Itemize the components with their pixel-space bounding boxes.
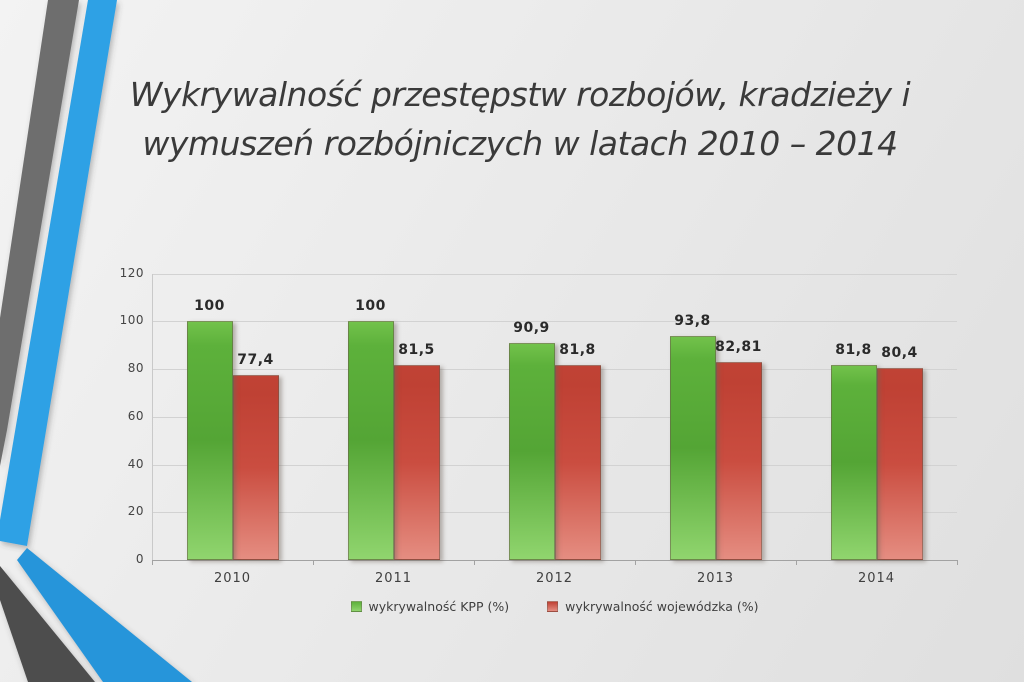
bar-value-label: 100 (194, 298, 225, 315)
bar-value-label: 82,81 (715, 339, 762, 356)
slide-title: Wykrywalność przestępstw rozbojów, kradz… (80, 70, 960, 168)
x-axis-tick (796, 560, 797, 565)
y-axis-tick-label: 120 (119, 265, 144, 280)
bar-wojewodzka-2014 (876, 368, 923, 560)
bar-wojewodzka-2010 (232, 375, 279, 560)
bar-wojewodzka-2013 (715, 362, 762, 560)
gridline-120 (152, 273, 957, 275)
bar-kpp-2014 (830, 364, 877, 560)
x-axis-tick (474, 560, 475, 565)
x-axis-tick (152, 560, 153, 565)
x-axis-line (152, 560, 957, 561)
bar-kpp-2010 (186, 321, 233, 560)
y-axis-tick-label: 40 (127, 456, 144, 471)
y-axis-tick-label: 100 (119, 313, 144, 328)
bar-kpp-2013 (669, 336, 716, 560)
legend-label: wykrywalność KPP (%) (368, 599, 510, 614)
legend-swatch-red (547, 601, 559, 612)
bar-value-label: 100 (355, 298, 386, 315)
x-axis-label-2014: 2014 (857, 571, 896, 586)
x-axis-tick (635, 560, 636, 565)
x-axis-label-2013: 2013 (696, 571, 735, 586)
bar-wojewodzka-2011 (393, 365, 440, 560)
gray-stripe-top (0, 0, 79, 466)
x-axis-label-2010: 2010 (213, 571, 252, 586)
x-axis-tick (313, 560, 314, 565)
bar-value-label: 81,5 (398, 342, 435, 359)
legend-item-wojewodzka: wykrywalność wojewódzka (%) (547, 599, 758, 614)
x-axis-label-2011: 2011 (374, 571, 413, 586)
x-axis-label-2012: 2012 (535, 571, 574, 586)
slide-title-line2: wymuszeń rozbójniczych w latach 2010 – 2… (142, 124, 898, 163)
x-axis-tick (957, 560, 958, 565)
blue-stripe-top (0, 0, 117, 546)
bar-value-label: 81,8 (559, 341, 596, 358)
y-axis-line (152, 273, 153, 560)
blue-band-bottom (17, 548, 192, 682)
legend-label: wykrywalność wojewódzka (%) (565, 599, 759, 614)
bar-kpp-2011 (347, 321, 394, 560)
y-axis-tick-label: 60 (127, 408, 144, 423)
y-axis-tick-label: 20 (127, 504, 144, 519)
bar-value-label: 90,9 (513, 319, 550, 336)
gridline-100 (152, 321, 957, 323)
gray-band-bottom (0, 566, 95, 682)
bar-kpp-2012 (508, 342, 555, 560)
slide-title-line1: Wykrywalność przestępstw rozbojów, kradz… (129, 75, 911, 114)
legend-swatch-green (350, 601, 362, 612)
bar-value-label: 93,8 (674, 313, 711, 330)
bar-wojewodzka-2012 (554, 364, 601, 560)
bar-value-label: 81,8 (835, 341, 872, 358)
y-axis-tick-label: 80 (127, 361, 144, 375)
chart-legend: wykrywalność KPP (%) wykrywalność wojewód… (152, 599, 957, 614)
y-axis-tick-label: 0 (135, 552, 144, 566)
bar-value-label: 77,4 (237, 352, 274, 369)
legend-item-kpp: wykrywalność KPP (%) (350, 599, 510, 614)
bar-value-label: 80,4 (881, 345, 918, 362)
